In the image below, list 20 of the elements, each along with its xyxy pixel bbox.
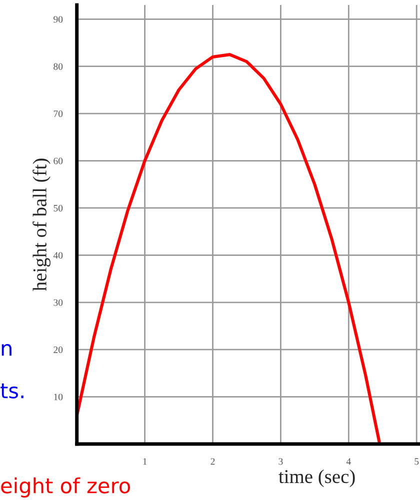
x-axis-title: time (sec): [278, 469, 355, 488]
y-tick-label: 40: [53, 252, 63, 259]
x-tick-label: 1: [143, 458, 147, 465]
y-tick-label: 90: [54, 16, 63, 23]
y-tick-label: 70: [54, 110, 63, 118]
x-tick-label: 5: [414, 458, 419, 465]
y-tick-label: 60: [54, 158, 63, 164]
y-tick-label: 30: [54, 299, 63, 306]
y-tick-label: 20: [54, 346, 63, 354]
text: n: [2, 344, 12, 356]
line-series: [76, 53, 381, 444]
x-tick-label: 3: [278, 458, 283, 465]
x-tick-label: 2: [210, 458, 215, 465]
x-tick-label: 4: [346, 458, 351, 465]
y-axis-title: height of ball (ft): [32, 158, 50, 291]
text: eight of zero: [1, 477, 130, 498]
text: ts.: [0, 384, 24, 398]
y-tick-label: 10: [54, 394, 63, 400]
y-tick-label: 50: [54, 204, 63, 212]
y-tick-label: 80: [54, 63, 63, 70]
